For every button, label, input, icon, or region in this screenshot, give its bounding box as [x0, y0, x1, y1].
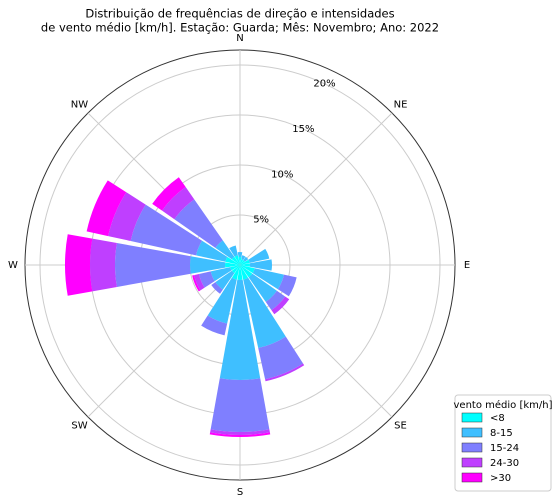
bar-segment	[210, 429, 270, 435]
grid-spoke	[87, 264, 241, 418]
bar-segment	[64, 234, 93, 296]
bar-segment	[207, 277, 237, 324]
bar-segment	[258, 336, 304, 380]
bar-segment	[248, 248, 270, 263]
bar-segment	[231, 256, 240, 265]
bar-segment	[90, 238, 117, 292]
bar-segment	[210, 267, 232, 282]
bar-segment	[225, 262, 240, 268]
bar-segment	[225, 256, 240, 265]
r-tick-label: 5%	[253, 215, 269, 226]
bar-segment	[210, 378, 270, 433]
bar-segment	[209, 432, 271, 437]
bar-segment	[201, 315, 228, 336]
bar-segment	[265, 363, 305, 382]
legend-label: <8	[490, 413, 505, 424]
bar-segment	[277, 274, 297, 297]
bar-segment	[194, 274, 205, 291]
legend-title: vento médio [km/h]	[454, 399, 553, 411]
bar-segment	[243, 277, 286, 349]
bar-segment	[174, 199, 223, 248]
grid-spoke	[239, 112, 393, 266]
bar-segment	[211, 282, 223, 294]
legend-swatch	[461, 412, 483, 423]
bar-segment	[243, 256, 249, 262]
direction-label: NW	[71, 99, 88, 110]
direction-label: W	[8, 260, 18, 271]
bar-segment	[215, 240, 235, 260]
direction-label: N	[236, 33, 243, 44]
direction-label: SW	[71, 421, 87, 432]
bar-segment	[249, 259, 273, 271]
direction-label: S	[237, 487, 243, 495]
r-tick-label: 20%	[313, 79, 335, 90]
bar-segment	[240, 260, 245, 265]
bar-segment	[240, 259, 250, 265]
bar-segment	[229, 245, 238, 257]
bar-segment	[115, 243, 191, 287]
bar-segment	[198, 271, 215, 288]
bar-segment	[231, 265, 240, 274]
legend-swatch	[461, 457, 483, 468]
bar-segment	[248, 273, 277, 302]
bar-segment	[237, 252, 243, 258]
direction-label: NE	[394, 99, 408, 110]
direction-label: E	[464, 260, 470, 271]
bar-segment	[130, 204, 203, 256]
bar-segment	[240, 265, 253, 278]
bar-segment	[271, 296, 290, 315]
legend-label: >30	[490, 473, 511, 484]
bar-segment	[265, 290, 286, 311]
legend-label: 15-24	[490, 443, 519, 454]
bar-segment	[215, 270, 235, 290]
bar-segment	[152, 177, 186, 211]
legend-swatch	[461, 442, 483, 453]
bar-segment	[108, 192, 146, 241]
bar-segment	[196, 240, 228, 262]
bar-segment	[234, 255, 240, 265]
bar-segment	[230, 265, 240, 271]
bar-segment	[241, 255, 246, 260]
direction-label: SE	[394, 421, 407, 432]
chart-title: Distribuição de frequências de direção e…	[85, 7, 394, 21]
bar-segment	[240, 265, 249, 280]
bar-segment	[238, 257, 242, 265]
bar-segment	[240, 259, 244, 265]
bar-segment	[192, 275, 201, 292]
bar-segment	[190, 256, 226, 274]
legend-swatch	[461, 427, 483, 438]
legend-label: 8-15	[490, 428, 513, 439]
bar-segment	[219, 279, 261, 380]
bar-segment	[86, 180, 127, 237]
r-tick-label: 15%	[292, 124, 314, 135]
chart-title: de vento médio [km/h]. Estação: Guarda; …	[41, 21, 439, 35]
bar-segment	[252, 268, 284, 290]
bar-segment	[240, 265, 255, 274]
legend-swatch	[461, 472, 483, 483]
bar-segment	[231, 265, 240, 280]
bar-segment	[240, 263, 250, 267]
bar-segment	[162, 187, 195, 220]
r-tick-label: 10%	[271, 169, 293, 180]
legend-label: 24-30	[490, 458, 519, 469]
bar-segment	[237, 265, 243, 280]
